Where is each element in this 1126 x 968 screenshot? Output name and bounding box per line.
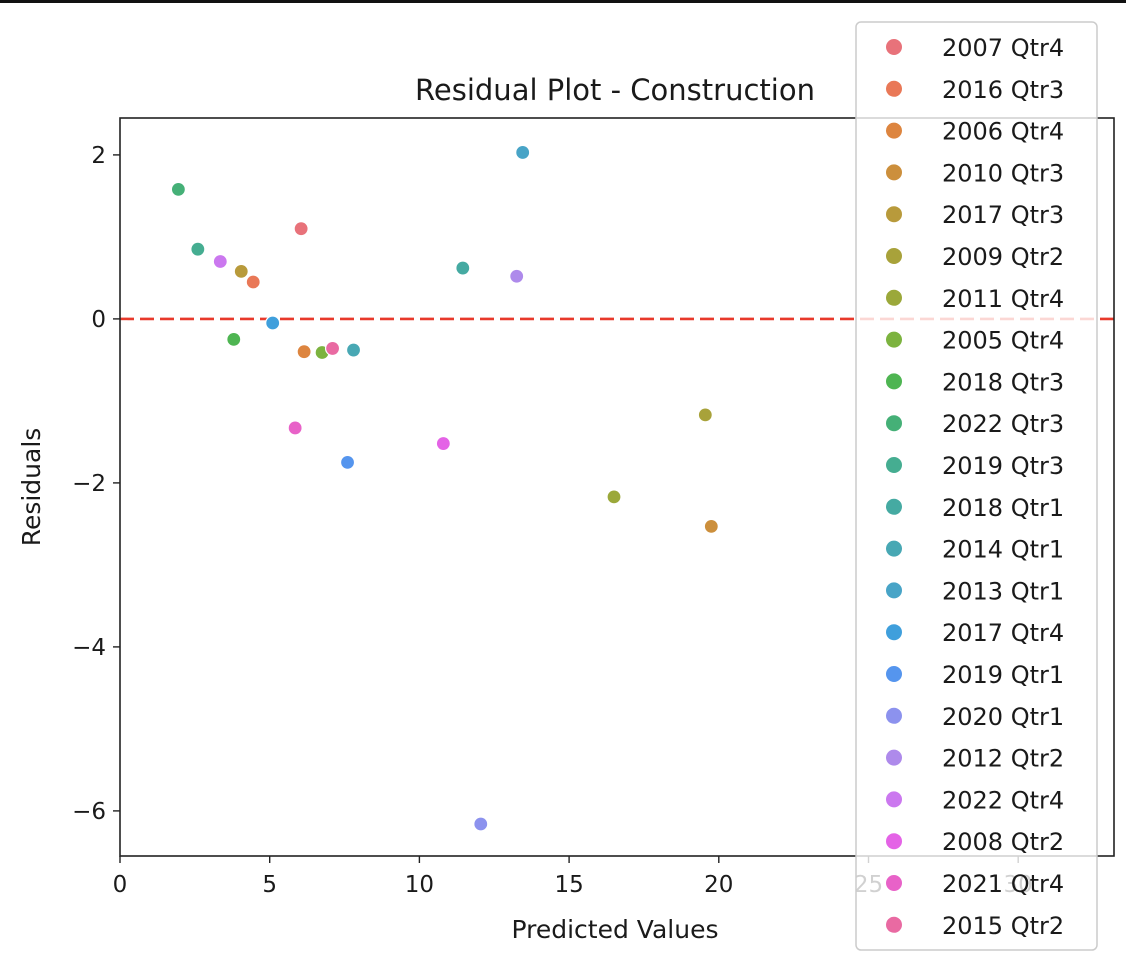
legend-label: 2020 Qtr1 [942, 703, 1064, 731]
data-point [509, 268, 525, 284]
legend-label: 2010 Qtr3 [942, 159, 1064, 187]
legend-marker [886, 289, 902, 306]
data-point [339, 454, 356, 470]
data-point [233, 263, 249, 279]
x-axis-label: Predicted Values [512, 915, 719, 944]
data-point [703, 518, 719, 534]
legend-label: 2011 Qtr4 [942, 285, 1064, 313]
legend-marker [886, 122, 902, 139]
legend-label: 2009 Qtr2 [942, 243, 1064, 271]
x-tick-label: 10 [405, 872, 434, 898]
legend-label: 2007 Qtr4 [942, 34, 1064, 62]
top-border [0, 0, 1126, 3]
legend-marker [886, 707, 902, 724]
legend-label: 2014 Qtr1 [942, 536, 1064, 564]
legend-marker [886, 206, 902, 223]
data-point [287, 420, 303, 436]
data-point [435, 435, 451, 452]
x-tick-label: 15 [554, 872, 583, 898]
legend-marker [886, 833, 902, 850]
legend-label: 2021 Qtr4 [942, 870, 1064, 898]
legend-marker [886, 749, 902, 766]
x-tick-label: 0 [113, 872, 128, 898]
legend-label: 2015 Qtr2 [942, 912, 1064, 940]
legend-marker [886, 666, 902, 682]
legend-marker [886, 331, 902, 348]
legend-marker [886, 624, 902, 641]
data-point [170, 181, 186, 197]
legend-label: 2017 Qtr4 [942, 619, 1064, 647]
legend-label: 2022 Qtr3 [942, 410, 1064, 438]
legend-marker [886, 457, 902, 473]
data-point [245, 274, 261, 290]
y-axis: −6 −4 −2 0 2 [72, 143, 120, 825]
data-point [345, 342, 362, 358]
chart-title: Residual Plot - Construction [415, 73, 815, 107]
legend-marker [886, 875, 902, 891]
legend-marker [886, 80, 902, 97]
data-point [265, 315, 281, 331]
y-axis-label: Residuals [17, 428, 46, 547]
legend-marker [886, 248, 902, 264]
data-point [324, 340, 341, 357]
legend-marker [886, 415, 902, 432]
legend-label: 2005 Qtr4 [942, 327, 1064, 355]
legend-label: 2012 Qtr2 [942, 745, 1064, 773]
data-point [226, 331, 242, 347]
legend-label: 2018 Qtr3 [942, 368, 1064, 396]
legend-label: 2019 Qtr1 [942, 661, 1064, 689]
legend-label: 2016 Qtr3 [942, 76, 1064, 104]
data-point [473, 816, 489, 832]
legend-label: 2018 Qtr1 [942, 494, 1064, 522]
y-tick-label: −6 [72, 799, 106, 825]
legend-marker [886, 791, 902, 808]
legend-label: 2019 Qtr3 [942, 452, 1064, 480]
data-point [293, 221, 309, 237]
legend-label: 2017 Qtr3 [942, 201, 1064, 229]
legend-marker [886, 582, 902, 599]
data-point [455, 260, 471, 276]
legend-label: 2022 Qtr4 [942, 786, 1064, 814]
legend-marker [886, 39, 902, 55]
data-point [190, 241, 206, 257]
legend-marker [886, 540, 902, 557]
data-point [296, 344, 312, 360]
data-point [515, 144, 531, 161]
data-point [697, 407, 713, 423]
legend-marker [886, 373, 902, 390]
y-tick-label: 0 [91, 307, 106, 333]
legend-box [855, 21, 1098, 951]
x-tick-label: 5 [262, 872, 277, 898]
legend-marker [886, 916, 902, 933]
legend-label: 2008 Qtr2 [942, 828, 1064, 856]
y-tick-label: −4 [72, 635, 106, 661]
legend-marker [886, 498, 902, 515]
y-tick-label: 2 [91, 143, 106, 169]
data-point [606, 489, 622, 505]
y-tick-label: −2 [72, 471, 106, 497]
legend-marker [886, 164, 902, 181]
x-tick-label: 20 [704, 872, 733, 898]
legend: 2007 Qtr4 2016 Qtr3 2006 Qtr4 2010 Qtr3 2017… [855, 21, 1098, 951]
data-point [212, 253, 228, 270]
plot-frame [119, 117, 1115, 857]
legend-label: 2006 Qtr4 [942, 118, 1064, 146]
legend-label: 2013 Qtr1 [942, 577, 1064, 605]
